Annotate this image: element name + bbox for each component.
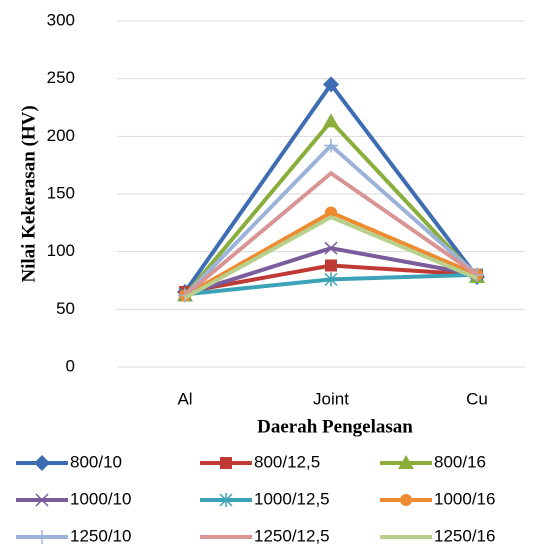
legend-label: 1250/10: [70, 526, 131, 545]
marker: [325, 206, 337, 219]
x-axis-title: Daerah Pengelasan: [257, 416, 413, 437]
legend-label: 1250/12,5: [254, 526, 330, 545]
legend-label: 1000/12,5: [254, 489, 330, 508]
y-tick-label: 250: [47, 68, 75, 87]
x-tick-label: Al: [177, 389, 192, 408]
y-tick-label: 200: [47, 126, 75, 145]
y-tick-label: 0: [66, 356, 75, 375]
legend-marker: [400, 494, 412, 506]
legend-marker: [34, 455, 50, 471]
marker: [324, 272, 338, 287]
legend-marker: [219, 493, 233, 507]
legend-marker: [220, 457, 232, 469]
legend-label: 800/16: [434, 452, 486, 471]
marker: [323, 113, 339, 128]
legend-label: 1250/16: [434, 526, 495, 545]
series-line: [183, 171, 479, 298]
y-axis-title: Nilai Kekerasan (HV): [18, 105, 39, 282]
y-tick-label: 50: [56, 299, 75, 318]
legend-marker: [35, 493, 49, 507]
y-tick-label: 300: [47, 10, 75, 29]
legend-label: 1000/16: [434, 489, 495, 508]
y-tick-label: 150: [47, 183, 75, 202]
marker: [324, 241, 338, 255]
marker: [324, 138, 338, 153]
legend-label: 1000/10: [70, 489, 131, 508]
marker: [325, 259, 337, 272]
legend-label: 800/12,5: [254, 452, 320, 471]
y-tick-label: 100: [47, 241, 75, 260]
legend-marker: [35, 530, 49, 544]
marker: [323, 76, 339, 93]
x-tick-label: Joint: [313, 389, 349, 408]
series-line: [184, 215, 478, 300]
x-tick-label: Cu: [466, 389, 488, 408]
legend-label: 800/10: [70, 452, 122, 471]
legend-marker: [398, 455, 414, 469]
